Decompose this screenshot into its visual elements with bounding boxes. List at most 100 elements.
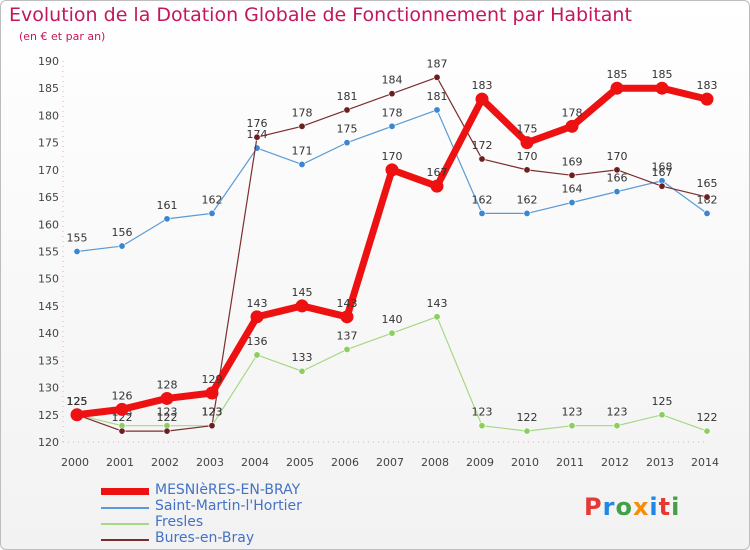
- y-tick-label: 145: [38, 300, 59, 313]
- x-tick-label: 2011: [556, 456, 584, 469]
- legend-swatch: [101, 507, 149, 509]
- data-label: 125: [67, 395, 88, 408]
- data-label: 137: [337, 329, 358, 342]
- data-label: 136: [247, 335, 268, 348]
- data-point: [523, 427, 531, 435]
- data-label: 164: [562, 183, 583, 196]
- data-label: 162: [517, 193, 538, 206]
- data-label: 167: [652, 166, 673, 179]
- data-point: [478, 155, 486, 163]
- data-label: 123: [607, 406, 628, 419]
- data-point: [520, 136, 534, 150]
- data-point: [388, 90, 396, 98]
- series-line: [76, 84, 708, 419]
- data-point: [298, 367, 306, 375]
- data-point: [163, 427, 171, 435]
- data-point: [208, 422, 216, 430]
- x-tick-label: 2012: [601, 456, 629, 469]
- x-tick-label: 2007: [376, 456, 404, 469]
- data-point: [295, 299, 309, 313]
- data-point: [433, 73, 441, 81]
- data-point: [703, 427, 711, 435]
- x-tick-label: 2008: [421, 456, 449, 469]
- data-label: 168: [652, 161, 673, 174]
- data-point: [523, 209, 531, 217]
- logo-letter: i: [649, 493, 659, 521]
- y-tick-label: 140: [38, 327, 59, 340]
- data-label: 185: [652, 68, 673, 81]
- data-label: 175: [337, 123, 358, 136]
- data-point: [253, 351, 261, 359]
- data-point: [73, 248, 81, 256]
- data-point: [478, 422, 486, 430]
- x-tick-label: 2009: [466, 456, 494, 469]
- x-tick-label: 2002: [151, 456, 179, 469]
- legend-swatch: [101, 539, 149, 541]
- chart-title: Evolution de la Dotation Globale de Fonc…: [9, 4, 632, 26]
- data-point: [253, 133, 261, 141]
- data-label: 162: [472, 193, 493, 206]
- data-label: 143: [337, 297, 358, 310]
- data-label: 125: [652, 395, 673, 408]
- data-point: [118, 242, 126, 250]
- data-label: 176: [247, 117, 268, 130]
- y-tick-label: 150: [38, 273, 59, 286]
- x-tick-label: 2000: [61, 456, 89, 469]
- data-label: 181: [427, 90, 448, 103]
- logo-letter: i: [671, 493, 681, 521]
- data-point: [610, 81, 624, 95]
- data-label: 171: [292, 144, 313, 157]
- y-tick-label: 180: [38, 109, 59, 122]
- data-label: 122: [112, 411, 133, 424]
- data-label: 143: [247, 297, 268, 310]
- data-point: [565, 119, 579, 133]
- data-label: 167: [427, 166, 448, 179]
- data-point: [523, 166, 531, 174]
- x-tick-label: 2003: [196, 456, 224, 469]
- data-point: [475, 92, 489, 106]
- data-label: 156: [112, 226, 133, 239]
- data-point: [160, 391, 174, 405]
- data-point: [343, 345, 351, 353]
- data-label: 123: [472, 406, 493, 419]
- y-tick-label: 125: [38, 409, 59, 422]
- y-tick-label: 130: [38, 382, 59, 395]
- data-label: 170: [517, 150, 538, 163]
- data-label: 172: [472, 139, 493, 152]
- data-label: 183: [472, 79, 493, 92]
- data-label: 162: [202, 193, 223, 206]
- data-label: 123: [202, 406, 223, 419]
- y-tick-label: 165: [38, 191, 59, 204]
- data-label: 125: [67, 395, 88, 408]
- y-tick-label: 190: [38, 55, 59, 68]
- data-label: 122: [157, 411, 178, 424]
- data-label: 145: [292, 286, 313, 299]
- data-label: 166: [607, 172, 628, 185]
- data-label: 175: [517, 123, 538, 136]
- legend-swatch: [101, 523, 149, 525]
- data-label: 181: [337, 90, 358, 103]
- x-tick-label: 2010: [511, 456, 539, 469]
- data-point: [163, 215, 171, 223]
- legend-label: Fresles: [155, 514, 204, 530]
- data-label: 183: [697, 79, 718, 92]
- proxiti-logo: Proxiti: [584, 493, 680, 521]
- x-tick-label: 2014: [691, 456, 719, 469]
- data-point: [298, 122, 306, 130]
- data-label: 126: [112, 389, 133, 402]
- data-label: 128: [157, 378, 178, 391]
- data-label: 165: [697, 177, 718, 190]
- data-point: [700, 92, 714, 106]
- x-tick-label: 2013: [646, 456, 674, 469]
- legend-label: MESNIèRES-EN-BRAY: [155, 482, 301, 498]
- data-point: [568, 422, 576, 430]
- data-point: [568, 171, 576, 179]
- data-point: [658, 411, 666, 419]
- logo-letter: t: [658, 493, 672, 521]
- data-point: [655, 81, 669, 95]
- data-point: [70, 408, 84, 422]
- data-point: [385, 163, 399, 177]
- data-point: [703, 193, 711, 201]
